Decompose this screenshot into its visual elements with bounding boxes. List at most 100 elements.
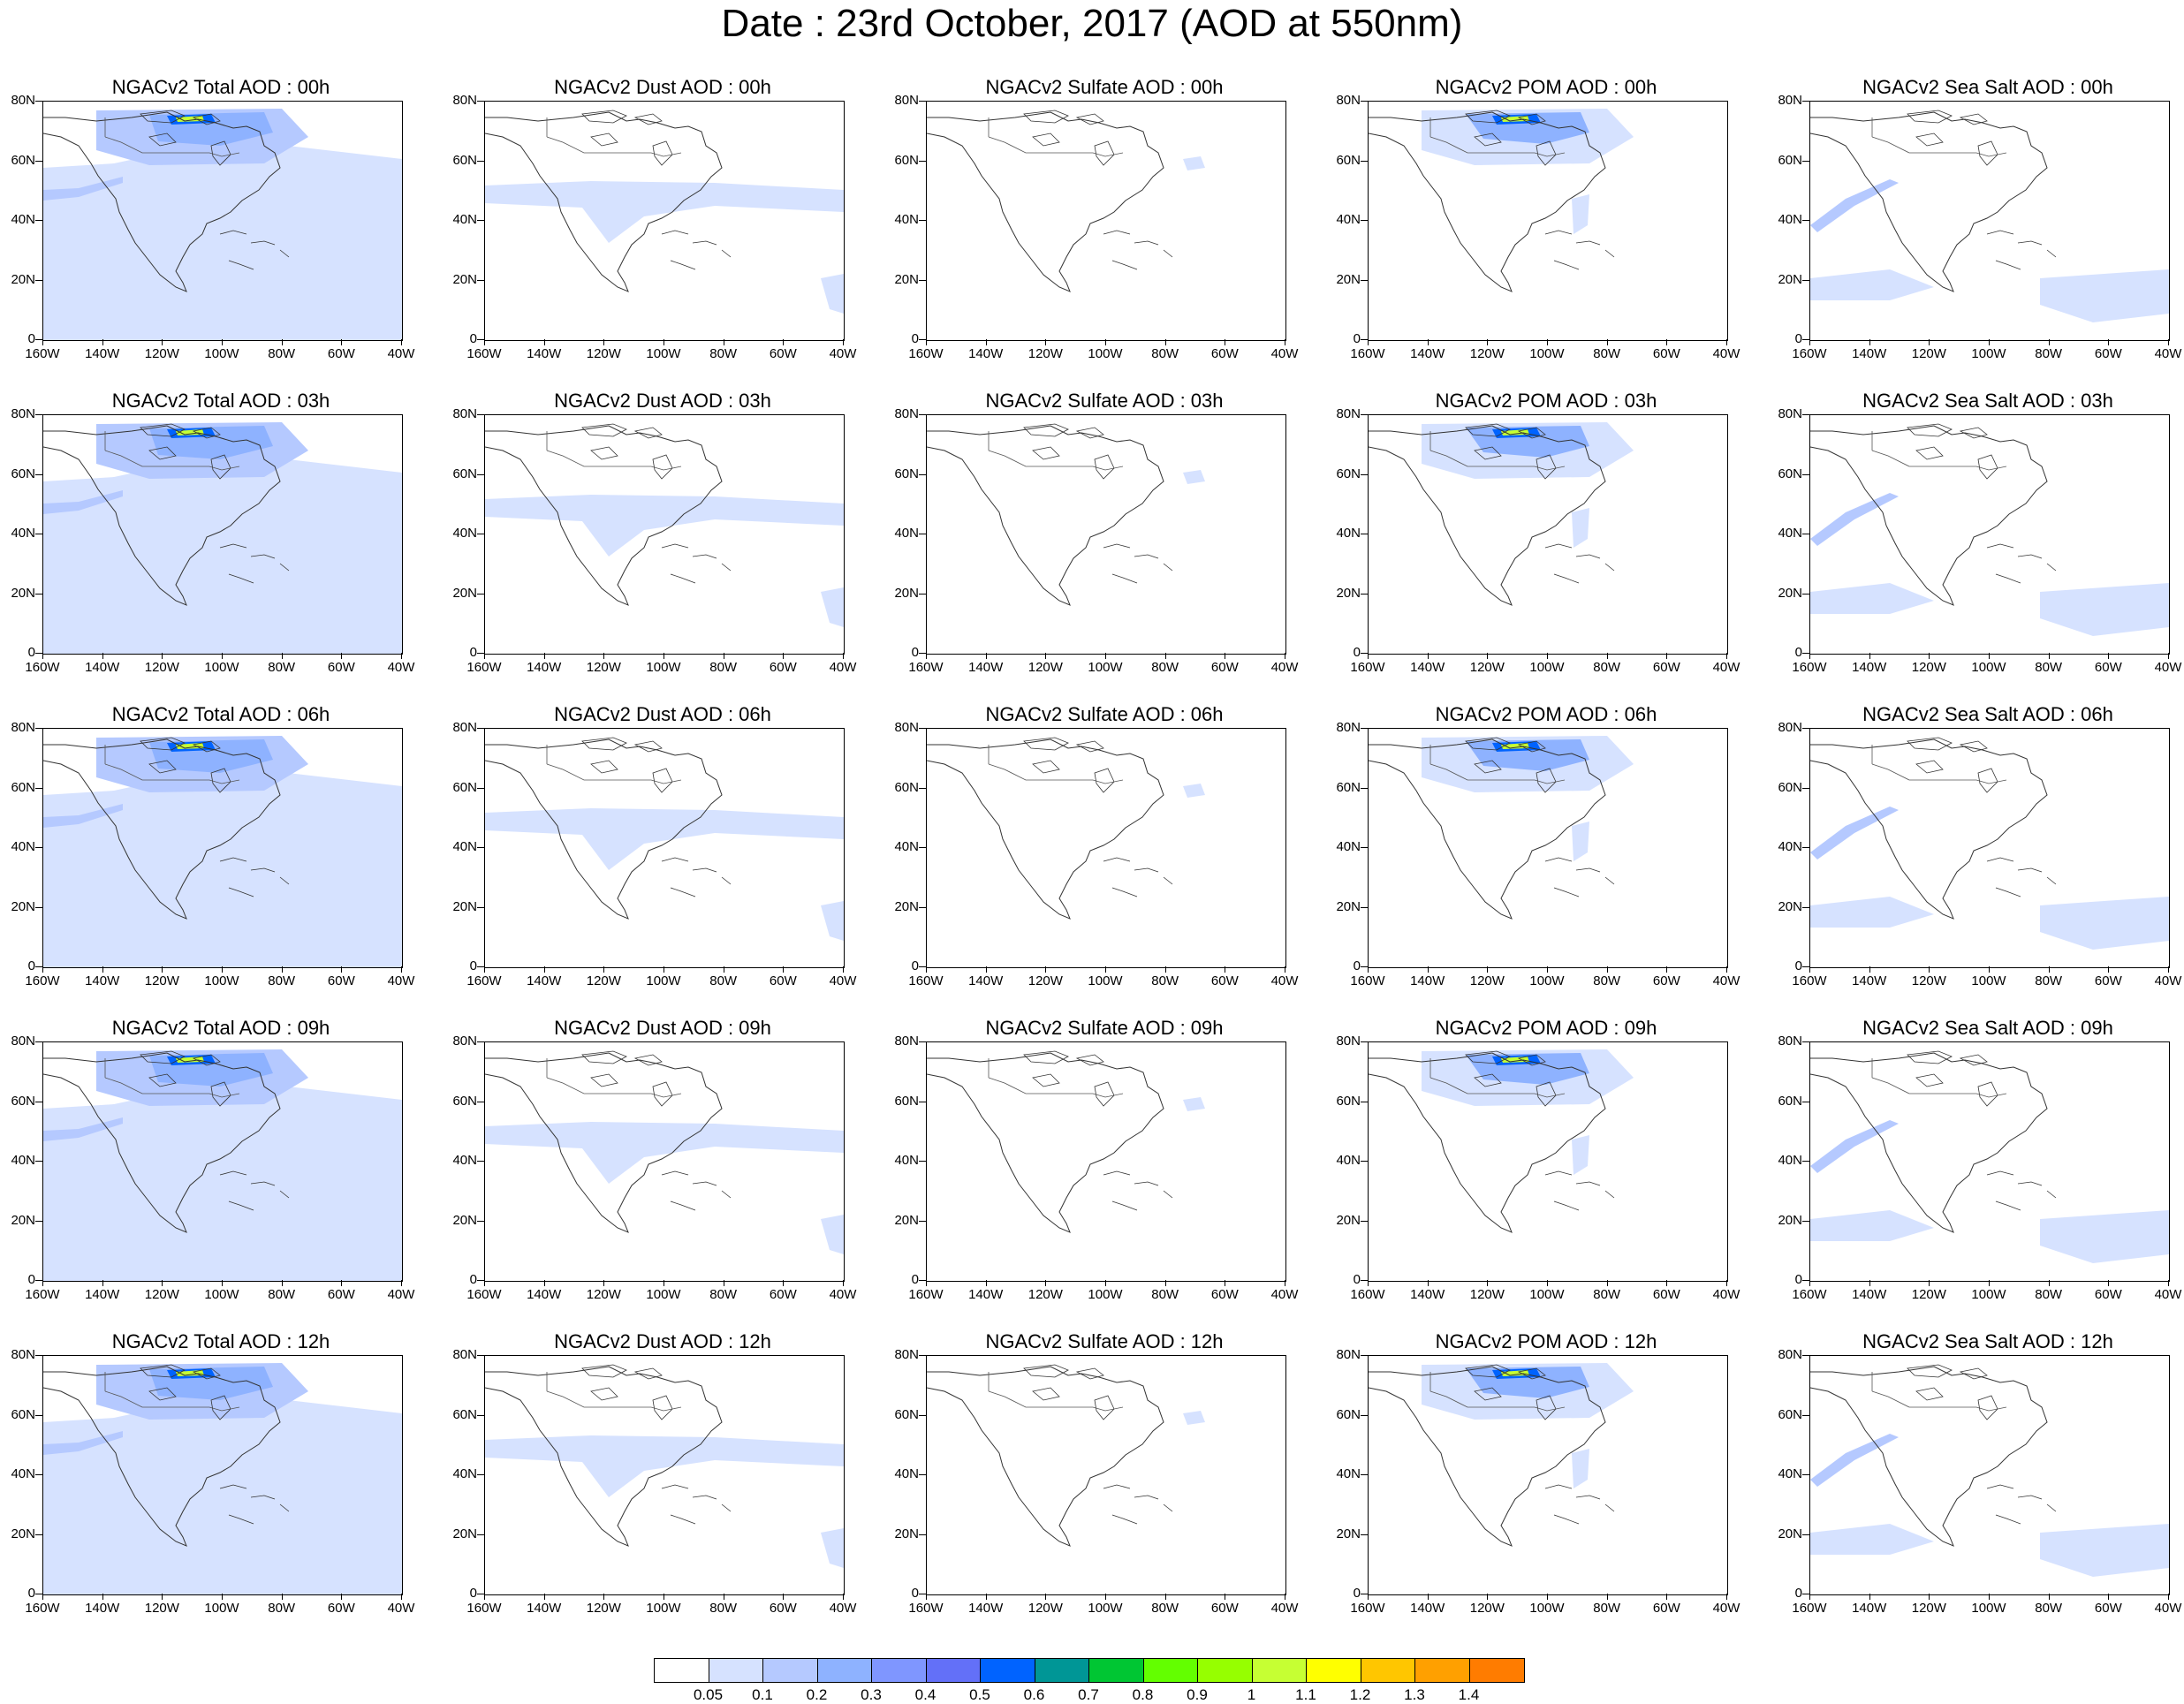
- lon-label: 60W: [769, 973, 797, 988]
- lat-label: 60N: [1336, 466, 1361, 481]
- lat-tick: [1802, 1534, 1809, 1535]
- map-panel-sulfate-03h: NGACv2 Sulfate AOD : 03h 80N 60N 40N 20N 0 160…: [883, 390, 1325, 701]
- aod-region: [1183, 784, 1205, 798]
- aod-region: [1810, 1434, 1899, 1487]
- lat-tick: [919, 1474, 926, 1475]
- arctic-islands: [581, 423, 673, 480]
- coastline: [1369, 738, 1606, 920]
- coastline: [485, 738, 723, 920]
- aod-region: [1810, 493, 1899, 546]
- aod-region: [1183, 1097, 1205, 1111]
- colorbar-label: 0.1: [752, 1686, 773, 1703]
- lon-label: 140W: [85, 1601, 120, 1616]
- lon-label: 40W: [387, 1601, 415, 1616]
- lat-label: 0: [27, 645, 35, 660]
- aod-field-map: [927, 1050, 1205, 1233]
- lon-label: 160W: [1350, 1601, 1385, 1616]
- lon-tick: [1666, 339, 1668, 345]
- arctic-islands: [140, 1050, 231, 1107]
- lon-label: 100W: [1088, 1287, 1123, 1302]
- arctic-islands: [1907, 1364, 1998, 1420]
- colorbar-labels: 0.05 0.1 0.2 0.3 0.4 0.5 0.6 0.7 0.8 0.9 1 1.1 1.2 1.…: [654, 1683, 1525, 1703]
- lon-tick: [1368, 339, 1369, 345]
- caribbean-islands: [1986, 543, 2057, 584]
- lon-tick: [1989, 1594, 1990, 1600]
- lat-label: 0: [1353, 645, 1361, 660]
- national-border: [1429, 1058, 1566, 1098]
- colorbar-label: 1.2: [1349, 1686, 1371, 1703]
- national-border: [1871, 1372, 2007, 1412]
- coastline: [43, 1366, 281, 1547]
- lat-label: 80N: [452, 406, 477, 421]
- lon-label: 60W: [1210, 660, 1239, 675]
- aod-field-map: [927, 1364, 1205, 1547]
- lat-label: 0: [469, 1272, 477, 1287]
- lon-tick: [162, 966, 163, 973]
- lat-tick: [477, 728, 484, 729]
- lon-label: 80W: [709, 1601, 738, 1616]
- map-panel-seasalt-12h: NGACv2 Sea Salt AOD : 12h 80N 60N 40N 20N 0 16…: [1767, 1330, 2184, 1641]
- lon-tick: [42, 653, 43, 659]
- colorbar-cell: [1198, 1659, 1253, 1682]
- lon-tick: [1869, 653, 1870, 659]
- lon-label: 100W: [1088, 346, 1123, 361]
- lat-tick: [1802, 1414, 1809, 1416]
- aod-region: [2040, 269, 2169, 322]
- map-plot-area: [926, 101, 1286, 341]
- lon-tick: [281, 966, 283, 973]
- lon-label: 60W: [1210, 1287, 1239, 1302]
- lat-tick: [1361, 1355, 1368, 1356]
- lon-tick: [1045, 1280, 1047, 1286]
- lon-tick: [1666, 1594, 1668, 1600]
- lat-tick: [1361, 1280, 1368, 1281]
- map-plot-area: [1809, 1041, 2170, 1282]
- lon-tick: [1164, 339, 1166, 345]
- lon-tick: [401, 1594, 402, 1600]
- lat-tick: [1802, 653, 1809, 654]
- lat-label: 40N: [452, 526, 477, 541]
- panel-title: NGACv2 Dust AOD : 00h: [554, 76, 771, 98]
- aod-region: [1572, 508, 1589, 548]
- national-border: [1871, 117, 2007, 157]
- lat-tick: [919, 279, 926, 281]
- lon-tick: [926, 653, 927, 659]
- colorbar-cell: [981, 1659, 1035, 1682]
- caribbean-islands: [1544, 230, 1615, 270]
- lon-label: 100W: [1088, 1601, 1123, 1616]
- national-border: [104, 431, 240, 471]
- lon-tick: [843, 1280, 844, 1286]
- coastline: [1810, 425, 2048, 606]
- lon-tick: [1487, 1280, 1489, 1286]
- lat-label: 60N: [11, 466, 35, 481]
- lon-label: 100W: [646, 660, 681, 675]
- lat-label: 40N: [452, 1153, 477, 1168]
- lat-label: 60N: [452, 779, 477, 795]
- lon-tick: [2168, 653, 2169, 659]
- lat-tick: [1361, 906, 1368, 908]
- lon-label: 60W: [1652, 1287, 1680, 1302]
- caribbean-islands: [1103, 543, 1173, 584]
- lon-label: 80W: [268, 660, 296, 675]
- lon-label: 40W: [829, 1287, 857, 1302]
- lat-label: 80N: [1336, 406, 1361, 421]
- national-border: [1871, 745, 2007, 784]
- lat-label: 0: [1353, 1586, 1361, 1601]
- lat-tick: [919, 653, 926, 654]
- panel-title: NGACv2 Sulfate AOD : 12h: [985, 1330, 1224, 1352]
- panel-title: NGACv2 Sulfate AOD : 00h: [985, 76, 1224, 98]
- lon-label: 120W: [144, 346, 179, 361]
- lon-tick: [1606, 1594, 1608, 1600]
- lon-tick: [1045, 966, 1047, 973]
- lat-label: 80N: [894, 406, 919, 421]
- lon-tick: [1045, 339, 1047, 345]
- lon-label: 160W: [908, 346, 944, 361]
- aod-field-map: [927, 423, 1205, 606]
- lon-label: 100W: [1971, 973, 2006, 988]
- lon-label: 120W: [586, 973, 621, 988]
- lat-tick: [1361, 847, 1368, 848]
- lon-label: 60W: [327, 346, 355, 361]
- lat-label: 20N: [11, 1526, 35, 1541]
- lat-label: 60N: [1778, 1406, 1802, 1422]
- lat-label: 0: [911, 645, 919, 660]
- colorbar-cell: [872, 1659, 927, 1682]
